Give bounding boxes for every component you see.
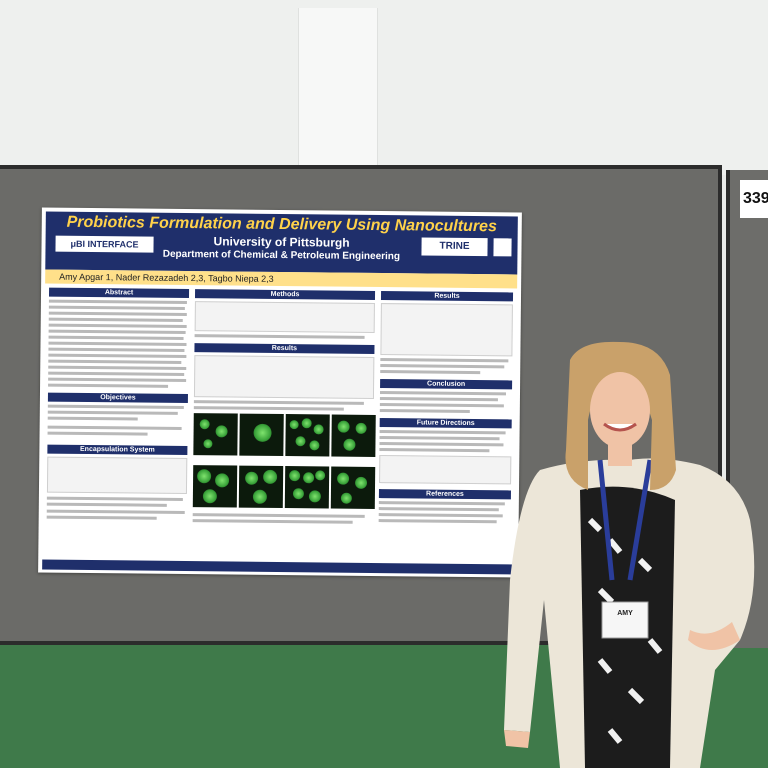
badge-name: AMY: [617, 610, 633, 617]
smile: [603, 422, 637, 432]
wall-pillar: [298, 8, 378, 168]
research-poster: Probiotics Formulation and Delivery Usin…: [38, 207, 522, 578]
presenter-person: AMY: [504, 341, 755, 768]
hair: [565, 341, 676, 490]
poster-header: Probiotics Formulation and Delivery Usin…: [45, 211, 518, 275]
encapsulation-heading: Encapsulation System: [47, 444, 188, 456]
future-directions-figure: [379, 455, 512, 485]
methods-heading: Methods: [194, 289, 376, 300]
background-wall: [0, 0, 768, 175]
abstract-heading: Abstract: [48, 287, 190, 299]
conclusion-heading: Conclusion: [380, 379, 513, 390]
name-badge: [601, 601, 649, 639]
references-heading: References: [378, 489, 511, 500]
hand-on-hip: [688, 622, 740, 650]
results-heading-middle: Results: [194, 343, 375, 354]
results-graphs: [193, 355, 375, 399]
interface-logo: μBI INTERFACE: [55, 235, 154, 253]
methods-figure: [194, 301, 375, 333]
pitt-seal-logo: [493, 238, 512, 257]
booth-number: 339: [740, 180, 768, 218]
encapsulation-figure: [46, 456, 188, 495]
right-column: Results Conclusion Future Directions Ref…: [378, 291, 514, 526]
future-directions-heading: Future Directions: [379, 418, 512, 429]
results-heading-right: Results: [380, 291, 514, 302]
middle-column: Methods Results: [192, 289, 376, 527]
neck: [608, 440, 632, 466]
poster-acknowledgements-bar: [42, 559, 515, 575]
left-hand: [504, 730, 530, 748]
microscopy-grid: [192, 413, 376, 515]
left-column: Abstract Objectives Encapsulation System: [46, 287, 190, 523]
lanyard: [597, 459, 653, 581]
face: [590, 372, 650, 448]
trine-logo: TRINE: [421, 237, 488, 257]
objectives-heading: Objectives: [47, 392, 188, 404]
results-table-chart: [380, 303, 513, 357]
